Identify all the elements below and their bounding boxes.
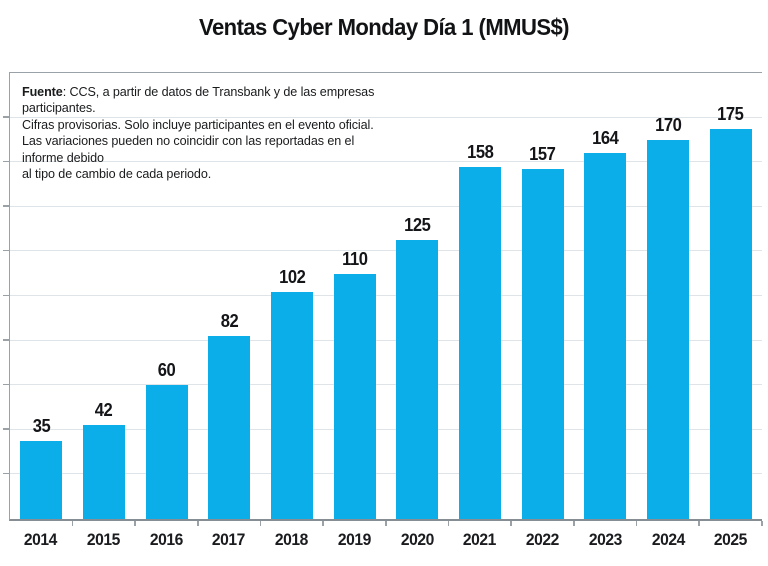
bar-slot-2014: 35 [10,73,73,519]
bar-2024 [647,139,690,519]
x-axis-label-2023: 2023 [588,530,622,549]
bar-2025 [709,128,752,519]
bar-slot-2024: 170 [637,73,700,519]
bar-slot-2015: 42 [73,73,136,519]
bar-value-label-2023: 164 [592,128,619,149]
bar-value-label-2024: 170 [654,114,682,135]
x-tick-12 [761,521,763,526]
x-tick-11 [698,521,700,526]
x-tick-4 [259,521,262,526]
x-axis-label-2017: 2017 [212,530,246,549]
y-tick-180 [3,116,9,118]
gridline-120 [10,250,762,252]
x-axis-label-2020: 2020 [400,530,434,549]
x-axis-label-2015: 2015 [86,530,120,549]
source-note-bold-prefix: Fuente [22,85,63,99]
y-tick-60 [3,383,9,386]
bar-value-label-2021: 158 [466,141,494,162]
x-tick-5 [322,521,324,526]
x-axis-label-2014: 2014 [23,530,57,549]
bar-2018 [271,291,314,519]
source-note: Fuente: CCS, a partir de datos de Transb… [22,84,382,182]
bar-value-label-2025: 175 [717,103,745,124]
y-tick-100 [3,294,9,296]
plot-area: 35 42 60 82 102 110 125 158 157 164 170 175 [3,72,763,526]
bar-slot-2021: 158 [449,73,512,519]
bar-slot-2019: 110 [323,73,386,519]
gridline-20 [10,473,762,475]
bar-slot-2018: 102 [261,73,324,519]
bar-2023 [584,153,627,519]
source-note-line: Cifras provisorias. Solo incluye partici… [22,117,374,132]
y-tick-20 [3,472,9,475]
bar-slot-2017: 82 [198,73,261,519]
bar-value-label-2022: 157 [529,143,557,164]
gridline-60 [10,384,762,386]
x-axis-label-2018: 2018 [274,530,308,549]
gridline-140 [10,205,762,207]
source-note-line: Fuente: CCS, a partir de datos de Transb… [22,84,382,117]
source-note-line: al tipo de cambio de cada periodo. [22,167,212,182]
x-tick-6 [385,521,387,526]
bar-2016 [145,385,188,519]
bar-slot-2022: 157 [511,73,574,519]
x-axis-label-2024: 2024 [651,530,685,549]
source-note-line: Las variaciones pueden no coincidir con … [22,134,355,165]
bar-slot-2016: 60 [135,73,198,519]
bar-value-label-2017: 82 [220,311,239,332]
bar-2015 [83,425,125,519]
x-tick-1 [71,521,74,526]
bar-2019 [333,273,376,519]
bar-2014 [20,440,63,519]
bar-value-label-2016: 60 [157,360,176,381]
bar-value-label-2020: 125 [404,215,431,236]
x-tick-7 [447,521,450,526]
source-note-line1-rest: : CCS, a partir de datos de Transbank y … [22,85,375,116]
bar-slot-2020: 125 [386,73,449,519]
bar-value-label-2015: 42 [95,400,113,421]
y-tick-40 [3,428,9,430]
bars-row: 35 42 60 82 102 110 125 158 157 164 170 175 [10,73,762,519]
gridline-160 [10,161,762,163]
y-tick-120 [3,249,9,252]
x-axis-label-2016: 2016 [149,530,183,549]
bar-value-label-2014: 35 [32,415,51,436]
x-tick-8 [510,521,512,526]
gridline-40 [10,428,762,430]
gridline-100 [10,295,762,296]
bar-value-label-2019: 110 [342,248,368,269]
x-tick-2 [134,521,136,526]
y-tick-160 [3,160,9,163]
y-tick-140 [3,205,9,207]
bar-value-label-2018: 102 [278,266,306,287]
gridline-180 [10,116,762,118]
gridline-80 [10,339,762,341]
bar-2022 [521,168,564,519]
bar-2017 [208,336,251,519]
bar-slot-2023: 164 [574,73,637,519]
bar-2020 [396,240,439,519]
x-tick-10 [635,521,638,526]
x-axis-labels: 2014 2015 2016 2017 2018 2019 2020 2021 2022 2023… [9,530,762,550]
bar-2021 [459,166,502,519]
x-axis-label-2022: 2022 [525,530,559,549]
chart-title: Ventas Cyber Monday Día 1 (MMUS$) [199,14,570,40]
y-tick-80 [3,339,9,341]
x-axis-label-2019: 2019 [337,530,371,549]
x-tick-3 [197,521,199,526]
x-tick-9 [573,521,575,526]
x-axis-label-2025: 2025 [714,530,748,549]
x-axis-label-2021: 2021 [463,530,497,549]
bar-slot-2025: 175 [699,73,762,519]
